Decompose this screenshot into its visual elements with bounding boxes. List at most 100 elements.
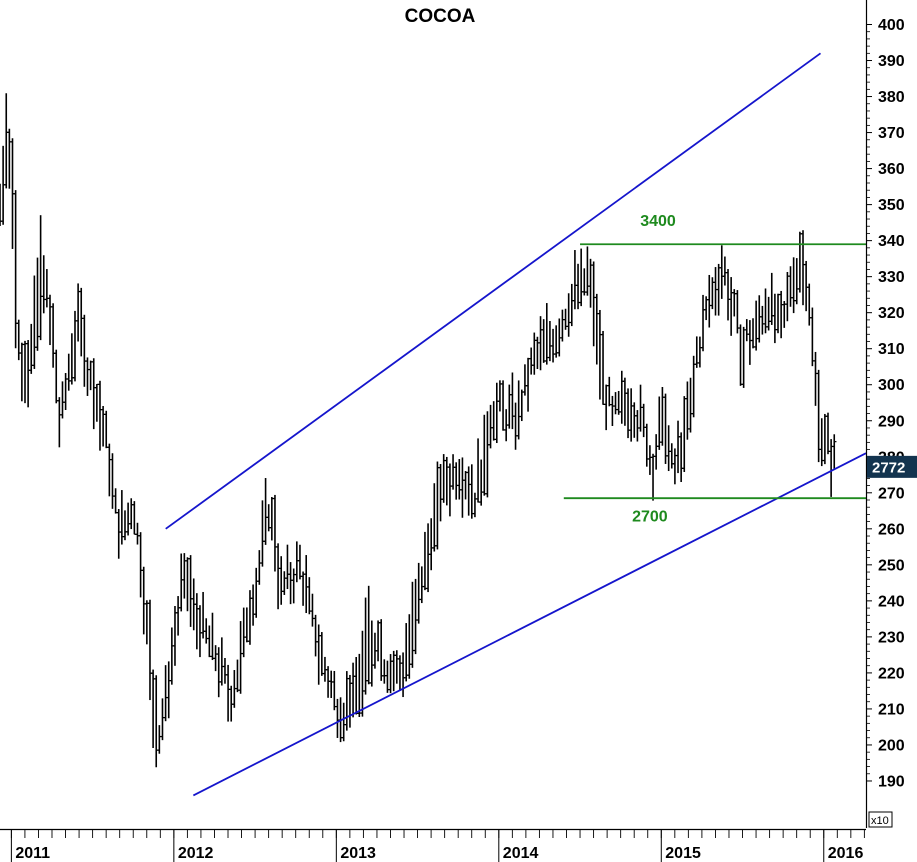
price-bar [725,269,731,321]
price-bar [569,283,574,327]
price-bar [788,266,793,307]
price-bar [110,453,115,509]
price-bar [419,566,425,604]
y-tick-label: 220 [878,665,905,682]
y-tick-label: 350 [878,197,905,214]
price-bar [182,553,187,599]
price-bar [766,296,771,331]
price-bar [566,293,571,337]
price-bar [719,245,724,299]
price-bar [675,420,681,474]
price-bar [91,358,96,430]
chart-title: COCOA [405,6,476,27]
price-bar [672,448,678,485]
price-bar [619,370,624,424]
price-bar [578,248,584,307]
price-bar [169,627,175,685]
price-bar [782,301,787,328]
price-bar [760,305,765,335]
price-bar [500,380,506,431]
price-bar [772,293,778,344]
price-bar [466,466,471,516]
price-bar [482,414,487,496]
y-tick-label: 270 [878,485,905,502]
y-tick-label: 260 [878,521,905,538]
price-bar [644,423,649,467]
price-bar [650,453,656,501]
price-bar [613,392,618,415]
price-bar [241,607,246,658]
price-bar [722,256,728,286]
price-bar [85,357,90,396]
price-bar [610,395,615,427]
price-bar [716,263,721,316]
price-bar [194,593,200,650]
price-bar [375,620,381,662]
price-bar [560,309,565,342]
price-bar [94,383,100,422]
price-bar [60,381,65,419]
ohlc-bars [0,93,837,768]
price-bar [538,316,543,371]
x-tick-label-2016: 2016 [828,845,864,862]
price-bar [441,454,446,503]
price-bar [475,438,481,503]
price-bar [291,568,296,604]
price-bar [541,319,546,363]
price-bar [588,258,593,308]
price-bar [682,396,687,472]
price-bar [513,402,518,450]
price-bar [75,283,81,342]
price-bar [391,650,396,692]
price-bar [519,389,524,422]
price-bar [353,657,359,715]
price-bar [204,618,209,644]
x-tick-label-2013: 2013 [340,845,376,862]
price-bar [235,659,240,693]
price-bar [175,596,181,636]
price-bar [688,377,693,433]
price-bar [832,434,837,469]
y-tick-label: 380 [878,89,905,106]
price-bar [272,494,278,572]
price-bar [697,336,703,368]
price-bar [357,653,362,718]
price-bar [453,462,459,500]
price-bar [403,623,409,682]
price-bar [104,410,109,449]
price-bar [794,258,799,305]
price-bar [197,605,203,658]
price-bar [457,459,462,500]
price-bar [32,275,37,369]
price-bar [544,303,549,365]
price-bar [100,406,106,447]
price-bar [263,478,268,545]
price-bar [163,665,168,722]
price-bar [332,670,337,711]
price-bar [735,290,740,334]
price-bar [166,661,171,719]
price-bar [438,464,443,522]
price-bar [572,250,578,310]
level-label-2700: 2700 [632,509,668,526]
price-bar [335,698,340,738]
y-tick-label: 200 [878,737,905,754]
price-bar [444,456,450,506]
last-price-label: 2772 [872,459,905,476]
lower-trendline [192,452,867,797]
price-bar [478,459,484,506]
scale-multiplier-badge: x10 [868,811,893,828]
price-bar [757,295,762,343]
y-tick-label: 230 [878,629,905,646]
y-tick-label: 330 [878,269,905,286]
price-bar [800,230,806,306]
price-bar [185,557,190,612]
y-tick-label: 340 [878,233,905,250]
price-bar [285,544,290,590]
price-bar [825,412,831,455]
price-bar [407,614,412,679]
price-bar [594,293,599,365]
price-bar [313,614,318,657]
price-bar [666,425,671,472]
price-bar [597,309,603,400]
